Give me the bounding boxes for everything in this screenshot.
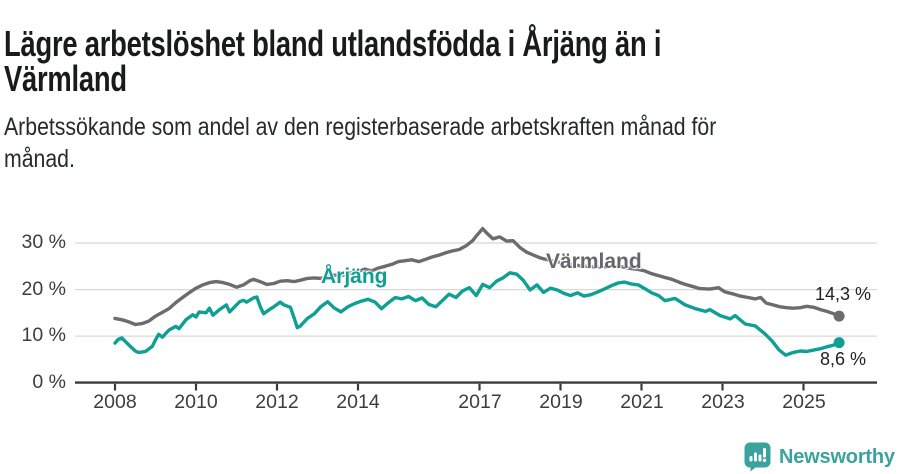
newsworthy-logo-link[interactable]: Newsworthy xyxy=(744,442,895,472)
y-tick-label: 10 % xyxy=(21,324,66,346)
x-tick-label: 2021 xyxy=(620,391,664,413)
subtitle-line-1: Arbetssökande som andel av den registerb… xyxy=(4,113,717,141)
series-label-varmland: Värmland xyxy=(546,250,642,273)
speech-bubble-bar-chart-icon xyxy=(744,442,771,472)
title-line-1: Lägre arbetslöshet bland utlandsfödda i … xyxy=(4,23,662,65)
series-line-varmland xyxy=(113,226,841,327)
y-tick-label: 20 % xyxy=(21,278,66,300)
y-tick-label: 0 % xyxy=(32,371,66,393)
page-title: Lägre arbetslöshet bland utlandsfödda i … xyxy=(4,23,662,100)
x-tick-label: 2023 xyxy=(701,391,745,413)
series-line-arjang xyxy=(113,271,841,357)
x-tick-label: 2017 xyxy=(458,391,502,413)
end-value-varmland: 14,3 % xyxy=(815,284,872,304)
title-line-2: Värmland xyxy=(4,58,127,100)
x-tick-label: 2019 xyxy=(539,391,583,413)
chart-subtitle: Arbetssökande som andel av den registerb… xyxy=(4,111,716,175)
x-tick-label: 2010 xyxy=(174,391,218,413)
subtitle-line-2: månad. xyxy=(4,145,75,173)
x-tick-label: 2014 xyxy=(336,391,380,413)
series-end-dot xyxy=(833,337,845,349)
series-end-dot xyxy=(833,310,845,322)
x-tick-label: 2025 xyxy=(782,391,826,413)
brand-name: Newsworthy xyxy=(779,445,895,468)
x-tick-label: 2012 xyxy=(255,391,299,413)
series-label-arjang: Årjäng xyxy=(321,265,388,288)
end-value-arjang: 8,6 % xyxy=(820,349,867,369)
x-tick-label: 2008 xyxy=(93,391,137,413)
y-tick-label: 30 % xyxy=(21,231,66,253)
